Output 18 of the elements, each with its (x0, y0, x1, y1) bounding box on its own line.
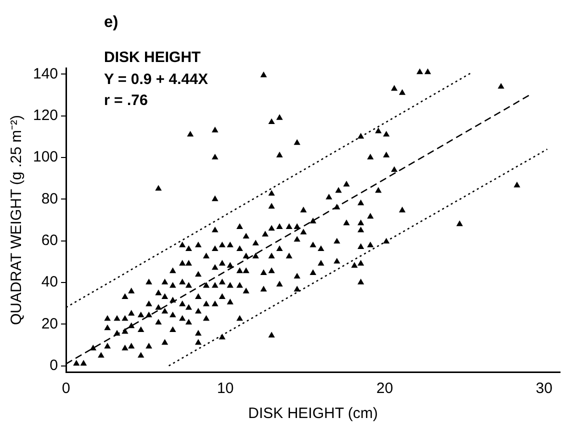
y-tick-label: 40 (41, 274, 58, 291)
y-tick-label: 140 (32, 65, 58, 82)
annotation: r = .76 (104, 92, 148, 109)
y-tick-label: 120 (32, 107, 58, 124)
x-tick-label: 20 (376, 380, 394, 398)
x-tick-label: 10 (217, 380, 234, 398)
x-axis-title: DISK HEIGHT (cm) (248, 405, 378, 422)
y-tick-label: 60 (41, 232, 58, 249)
x-tick-label: 30 (536, 380, 552, 398)
annotation: Y = 0.9 + 4.44X (104, 71, 208, 88)
y-tick-label: 100 (32, 148, 58, 166)
x-tick-label: 0 (62, 380, 70, 398)
y-tick-label: 80 (41, 190, 58, 208)
text: e) (104, 14, 118, 31)
y-tick-label: 0 (50, 356, 58, 374)
y-tick-label: 20 (41, 315, 58, 332)
y-axis-title: QUADRAT WEIGHT (g .25 m⁻²) (8, 114, 26, 326)
chart-title: DISK HEIGHT (104, 49, 201, 66)
